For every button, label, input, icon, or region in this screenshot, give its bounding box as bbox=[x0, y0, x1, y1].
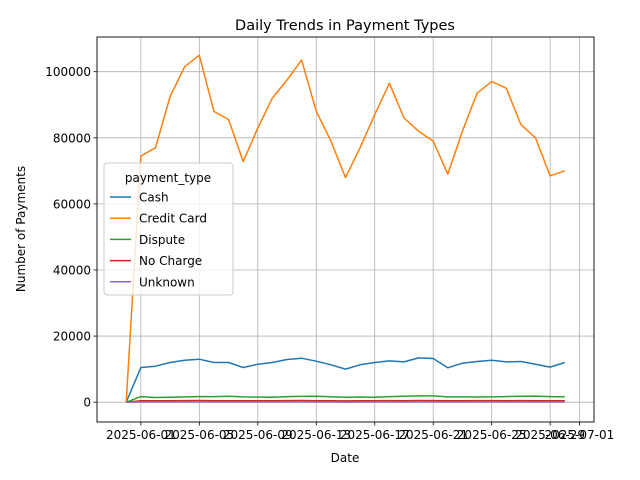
plot-frame bbox=[96, 36, 595, 423]
x-tick-label: 2025-07-01 bbox=[545, 428, 615, 442]
x-tick-label: 2025-06-17 bbox=[340, 428, 410, 442]
x-axis-ticks: 2025-06-012025-06-052025-06-092025-06-13… bbox=[106, 422, 614, 442]
y-axis-ticks: 0 20000 40000 60000 80000 100000 bbox=[45, 65, 97, 410]
y-tick-label: 20000 bbox=[53, 330, 91, 344]
x-tick-label: 2025-06-05 bbox=[164, 428, 234, 442]
y-tick-label: 40000 bbox=[53, 263, 91, 277]
legend-entry-label: Unknown bbox=[139, 275, 195, 289]
x-axis-label: Date bbox=[331, 451, 360, 465]
y-axis-label: Number of Payments bbox=[14, 166, 28, 292]
series-line-dispute bbox=[125, 395, 565, 403]
x-tick-label: 2025-06-25 bbox=[457, 428, 527, 442]
y-tick-label: 80000 bbox=[53, 131, 91, 145]
legend-title: payment_type bbox=[125, 171, 211, 185]
x-tick-label: 2025-06-29 bbox=[515, 428, 585, 442]
x-tick-label: 2025-06-21 bbox=[398, 428, 468, 442]
legend: payment_type Cash Credit Card Dispute No Ch… bbox=[103, 162, 234, 296]
y-tick-label: 0 bbox=[83, 396, 91, 410]
y-tick-label: 60000 bbox=[53, 197, 91, 211]
legend-box bbox=[103, 162, 234, 296]
y-tick-label: 100000 bbox=[45, 65, 91, 79]
x-tick-label: 2025-06-09 bbox=[223, 428, 293, 442]
series-line-cash bbox=[125, 357, 566, 403]
series-line-no-charge bbox=[126, 399, 565, 403]
legend-entry-label: Credit Card bbox=[139, 212, 207, 226]
legend-entry-label: Dispute bbox=[139, 233, 185, 247]
x-tick-label: 2025-06-13 bbox=[281, 428, 351, 442]
legend-entry-label: No Charge bbox=[139, 254, 202, 268]
chart-title: Daily Trends in Payment Types bbox=[235, 18, 455, 34]
legend-entry-label: Cash bbox=[139, 191, 169, 205]
x-tick-label: 2025-06-01 bbox=[106, 428, 176, 442]
series-lines bbox=[125, 54, 566, 403]
series-line-credit-card bbox=[125, 54, 566, 403]
